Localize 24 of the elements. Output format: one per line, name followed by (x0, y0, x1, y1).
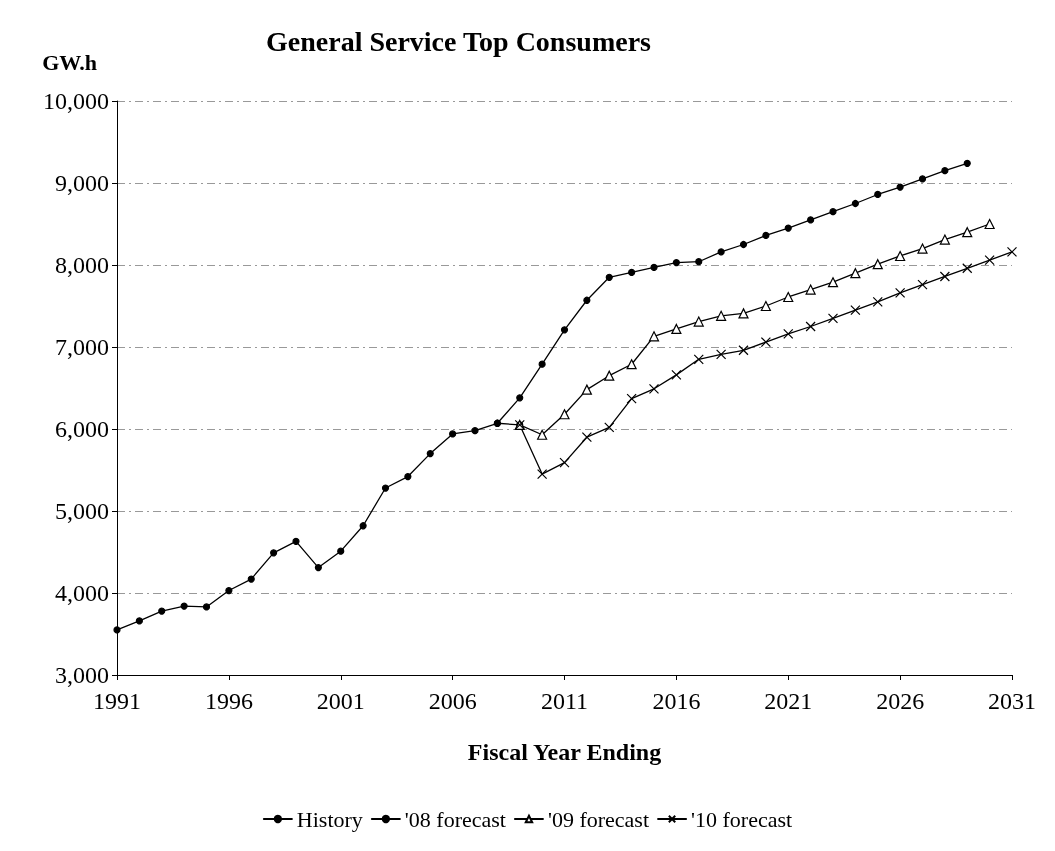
y-tick-label: 7,000 (55, 334, 109, 360)
x-axis-title: Fiscal Year Ending (467, 739, 662, 765)
x-tick-label: 2001 (316, 688, 365, 714)
legend-label: '09 forecast (547, 806, 650, 832)
y-axis-title: GW.h (42, 49, 97, 75)
x-tick-label: 1996 (204, 688, 253, 714)
chart-title: General Service Top Consumers (266, 25, 652, 57)
y-tick-label: 8,000 (55, 252, 109, 278)
x-tick-label: 2006 (428, 688, 477, 714)
y-tick-label: 3,000 (55, 662, 109, 688)
legend-label: '10 forecast (691, 806, 793, 832)
y-tick-label: 9,000 (55, 170, 109, 196)
x-tick-label: 2021 (764, 688, 813, 714)
y-tick-label: 4,000 (55, 580, 109, 606)
x-tick-label: 1991 (93, 688, 141, 714)
x-tick-label: 2016 (652, 688, 701, 714)
x-tick-label: 2031 (988, 688, 1036, 714)
y-tick-label: 10,000 (43, 88, 109, 114)
legend-label: History (296, 806, 363, 832)
x-tick-label: 2011 (540, 688, 589, 714)
x-tick-label: 2026 (876, 688, 925, 714)
y-tick-label: 6,000 (55, 416, 109, 442)
legend-label: '08 forecast (404, 806, 506, 832)
y-tick-label: 5,000 (55, 498, 109, 524)
